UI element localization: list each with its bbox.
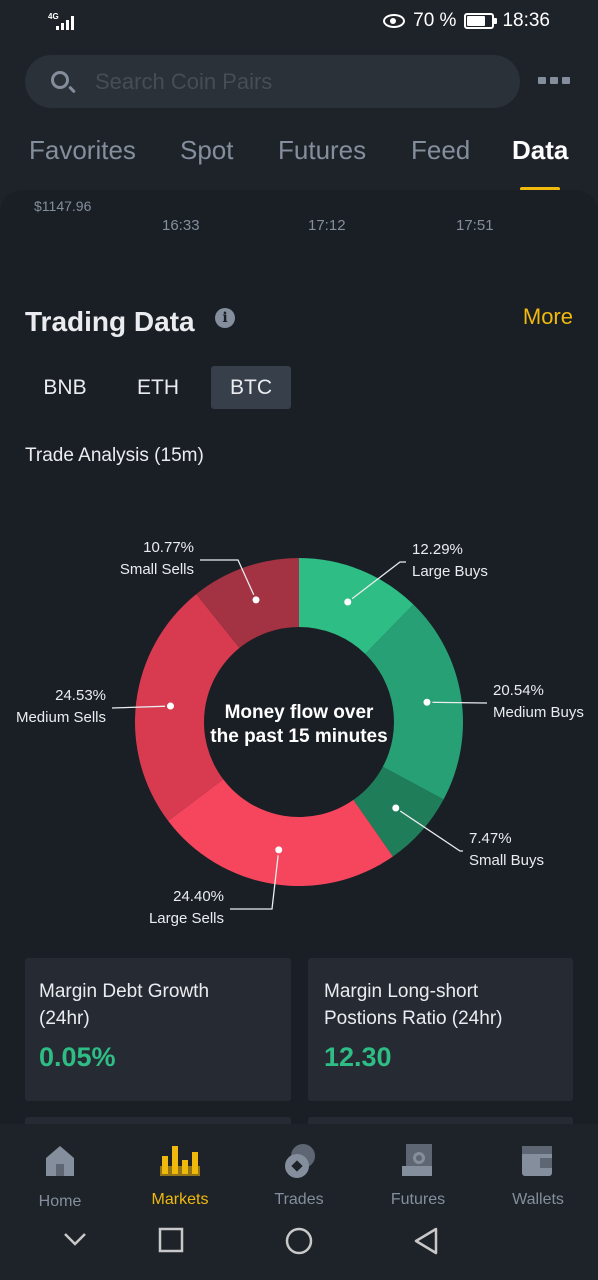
- slice-percent-label: 24.53%: [55, 687, 106, 704]
- slice-marker: [421, 696, 433, 708]
- slice-percent-label: 7.47%: [469, 830, 512, 847]
- search-icon: [51, 71, 69, 89]
- status-bar: 4G 70 % 18:36: [0, 0, 598, 44]
- battery-percent: 70 %: [413, 10, 457, 31]
- card-label: Margin Debt Growth: [39, 981, 210, 1002]
- coin-tab-btc[interactable]: BTC: [211, 366, 291, 409]
- nav-label: Home: [38, 1193, 82, 1210]
- label-leader-line: [200, 559, 257, 601]
- time-label: 17:12: [308, 217, 346, 234]
- donut-slice[interactable]: [365, 604, 463, 800]
- nav-label: Futures: [390, 1191, 446, 1208]
- nav-label: Wallets: [512, 1191, 564, 1208]
- card-label: Margin Long-short: [324, 981, 479, 1002]
- chevron-down-icon[interactable]: [62, 1226, 88, 1252]
- donut-slice[interactable]: [196, 558, 299, 648]
- battery-icon: [464, 13, 498, 29]
- slice-marker: [273, 844, 285, 856]
- margin-debt-growth-card[interactable]: Margin Debt Growth (24hr) 0.05%: [25, 958, 291, 1101]
- more-options-icon[interactable]: [538, 77, 570, 84]
- tab-spot[interactable]: Spot: [180, 135, 234, 165]
- price-label: $1147.96: [34, 198, 92, 214]
- slice-percent-label: 20.54%: [493, 682, 544, 699]
- wallets-icon: [522, 1146, 552, 1176]
- donut-slice[interactable]: [168, 779, 393, 886]
- futures-icon: [402, 1144, 432, 1176]
- clock: 18:36: [502, 10, 550, 31]
- more-link[interactable]: More: [522, 304, 573, 329]
- slice-marker: [342, 596, 354, 608]
- back-icon[interactable]: [412, 1226, 440, 1256]
- nav-futures[interactable]: Futures: [368, 1124, 468, 1214]
- tab-favorites[interactable]: Favorites: [29, 135, 136, 165]
- margin-long-short-card[interactable]: Margin Long-short Postions Ratio (24hr) …: [308, 958, 573, 1101]
- bottom-nav: Home Markets Trades Futures: [0, 1124, 598, 1280]
- money-flow-donut-chart: 12.29% Large Buys 20.54% Medium Buys 7.47% Sm…: [16, 539, 584, 927]
- search-bar[interactable]: [25, 55, 520, 108]
- slice-name-label: Large Buys: [412, 563, 488, 580]
- slice-name-label: Medium Buys: [493, 704, 584, 721]
- label-leader-line: [347, 561, 406, 603]
- search-input[interactable]: [95, 67, 495, 97]
- time-label: 16:33: [162, 217, 200, 234]
- recent-apps-icon[interactable]: [157, 1226, 185, 1254]
- tab-feed[interactable]: Feed: [411, 135, 471, 165]
- card-label: (24hr): [39, 1008, 90, 1029]
- home-button-icon[interactable]: [284, 1226, 314, 1256]
- card-value: 0.05%: [39, 1042, 116, 1072]
- slice-percent-label: 10.77%: [143, 539, 194, 556]
- donut-slice[interactable]: [135, 594, 240, 821]
- active-tab-indicator: [520, 187, 560, 191]
- slice-name-label: Small Buys: [469, 852, 544, 869]
- slice-name-label: Large Sells: [149, 910, 224, 927]
- slice-percent-label: 24.40%: [173, 888, 224, 905]
- network-type: 4G: [48, 12, 59, 21]
- nav-home[interactable]: Home: [10, 1124, 110, 1214]
- donut-center-text: Money flow over: [225, 702, 374, 723]
- nav-trades[interactable]: Trades: [249, 1124, 349, 1214]
- trade-analysis-title: Trade Analysis (15m): [25, 445, 204, 466]
- signal-icon: 4G: [48, 12, 78, 32]
- time-label: 17:51: [456, 217, 494, 234]
- card-label: Postions Ratio (24hr): [324, 1008, 503, 1029]
- label-leader-line: [111, 705, 171, 709]
- label-leader-line: [230, 849, 280, 910]
- label-leader-line: [395, 807, 463, 852]
- donut-slice[interactable]: [299, 558, 414, 654]
- market-tabs: Favorites Spot Futures Feed Data: [0, 135, 598, 191]
- slice-marker: [390, 802, 402, 814]
- info-icon[interactable]: i: [215, 308, 235, 328]
- coin-tab-eth[interactable]: ETH: [137, 376, 179, 399]
- slice-name-label: Medium Sells: [16, 709, 106, 726]
- data-panel: $1147.96 16:33 17:12 17:51 Trading Data …: [0, 190, 598, 1280]
- nav-markets[interactable]: Markets: [130, 1124, 230, 1214]
- nav-wallets[interactable]: Wallets: [488, 1124, 588, 1214]
- slice-marker: [250, 594, 262, 606]
- nav-label: Markets: [151, 1191, 209, 1208]
- slice-percent-label: 12.29%: [412, 541, 463, 558]
- label-leader-line: [426, 701, 487, 704]
- slice-name-label: Small Sells: [120, 561, 194, 578]
- tab-data[interactable]: Data: [512, 135, 569, 165]
- slice-marker: [164, 700, 176, 712]
- home-icon: [46, 1146, 74, 1176]
- markets-icon: [160, 1146, 200, 1176]
- coin-tab-bnb[interactable]: BNB: [43, 376, 87, 399]
- nav-label: Trades: [274, 1191, 324, 1208]
- card-value: 12.30: [324, 1042, 392, 1072]
- section-title: Trading Data: [25, 306, 195, 337]
- trades-icon: [285, 1144, 315, 1178]
- tab-futures[interactable]: Futures: [278, 135, 367, 165]
- donut-center-text: the past 15 minutes: [210, 726, 387, 747]
- eye-icon: [383, 14, 406, 28]
